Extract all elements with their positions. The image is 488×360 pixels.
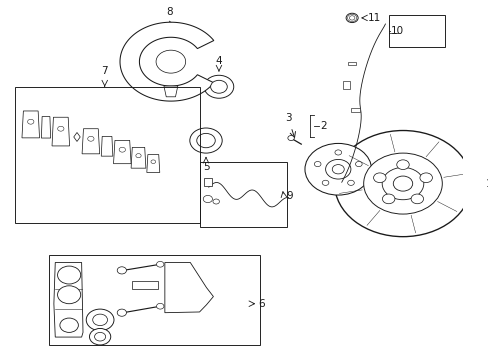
- Circle shape: [87, 136, 94, 141]
- Circle shape: [58, 286, 81, 304]
- Circle shape: [382, 194, 394, 204]
- Polygon shape: [113, 140, 131, 164]
- Circle shape: [86, 309, 114, 330]
- Circle shape: [363, 153, 442, 214]
- Polygon shape: [163, 86, 178, 97]
- Circle shape: [212, 199, 219, 204]
- Circle shape: [136, 154, 141, 158]
- Text: 1: 1: [485, 179, 488, 189]
- Polygon shape: [146, 154, 160, 172]
- Text: 7: 7: [101, 66, 108, 76]
- Text: 8: 8: [166, 7, 172, 17]
- Circle shape: [58, 266, 81, 284]
- Circle shape: [334, 131, 470, 237]
- Circle shape: [382, 167, 423, 200]
- Polygon shape: [131, 147, 145, 168]
- Circle shape: [347, 180, 354, 185]
- Circle shape: [355, 162, 362, 167]
- Text: 3: 3: [285, 113, 291, 123]
- Circle shape: [156, 50, 185, 73]
- Bar: [350, 108, 359, 112]
- Text: 9: 9: [285, 192, 292, 202]
- Circle shape: [203, 195, 212, 203]
- Text: 5: 5: [203, 162, 209, 172]
- Circle shape: [117, 267, 126, 274]
- Circle shape: [346, 13, 357, 23]
- Bar: [199, 162, 287, 226]
- Polygon shape: [22, 111, 40, 138]
- Text: 6: 6: [257, 299, 264, 309]
- Circle shape: [156, 303, 163, 309]
- Circle shape: [331, 165, 344, 174]
- Polygon shape: [164, 262, 213, 313]
- Bar: [15, 87, 199, 223]
- Circle shape: [325, 159, 350, 179]
- Text: 11: 11: [367, 13, 380, 23]
- Bar: [347, 62, 355, 65]
- Circle shape: [373, 173, 385, 183]
- Circle shape: [27, 119, 34, 124]
- Circle shape: [410, 194, 423, 204]
- Circle shape: [210, 80, 227, 93]
- Circle shape: [334, 150, 341, 155]
- Polygon shape: [132, 281, 158, 289]
- Bar: [342, 81, 349, 89]
- Circle shape: [151, 160, 155, 163]
- Bar: [49, 255, 259, 345]
- Circle shape: [89, 328, 110, 345]
- Text: 2: 2: [320, 121, 326, 131]
- Bar: [388, 15, 444, 47]
- Polygon shape: [52, 117, 69, 146]
- Circle shape: [396, 160, 408, 170]
- Polygon shape: [74, 132, 80, 141]
- Circle shape: [93, 314, 107, 325]
- Polygon shape: [82, 129, 100, 154]
- Polygon shape: [54, 262, 83, 337]
- Circle shape: [60, 318, 78, 332]
- Circle shape: [204, 75, 233, 98]
- Circle shape: [392, 176, 412, 191]
- Circle shape: [322, 180, 328, 185]
- Circle shape: [119, 147, 125, 152]
- Circle shape: [117, 309, 126, 316]
- Circle shape: [94, 332, 105, 341]
- Circle shape: [314, 162, 320, 167]
- Circle shape: [287, 135, 294, 140]
- Circle shape: [305, 143, 371, 195]
- Circle shape: [156, 261, 163, 267]
- Text: 4: 4: [215, 56, 222, 66]
- Bar: [204, 178, 211, 186]
- Polygon shape: [41, 117, 51, 138]
- Text: 10: 10: [390, 26, 403, 36]
- Circle shape: [58, 126, 64, 131]
- Circle shape: [196, 134, 215, 148]
- Circle shape: [189, 128, 222, 153]
- Polygon shape: [120, 22, 213, 101]
- Circle shape: [419, 173, 431, 183]
- Polygon shape: [101, 136, 113, 156]
